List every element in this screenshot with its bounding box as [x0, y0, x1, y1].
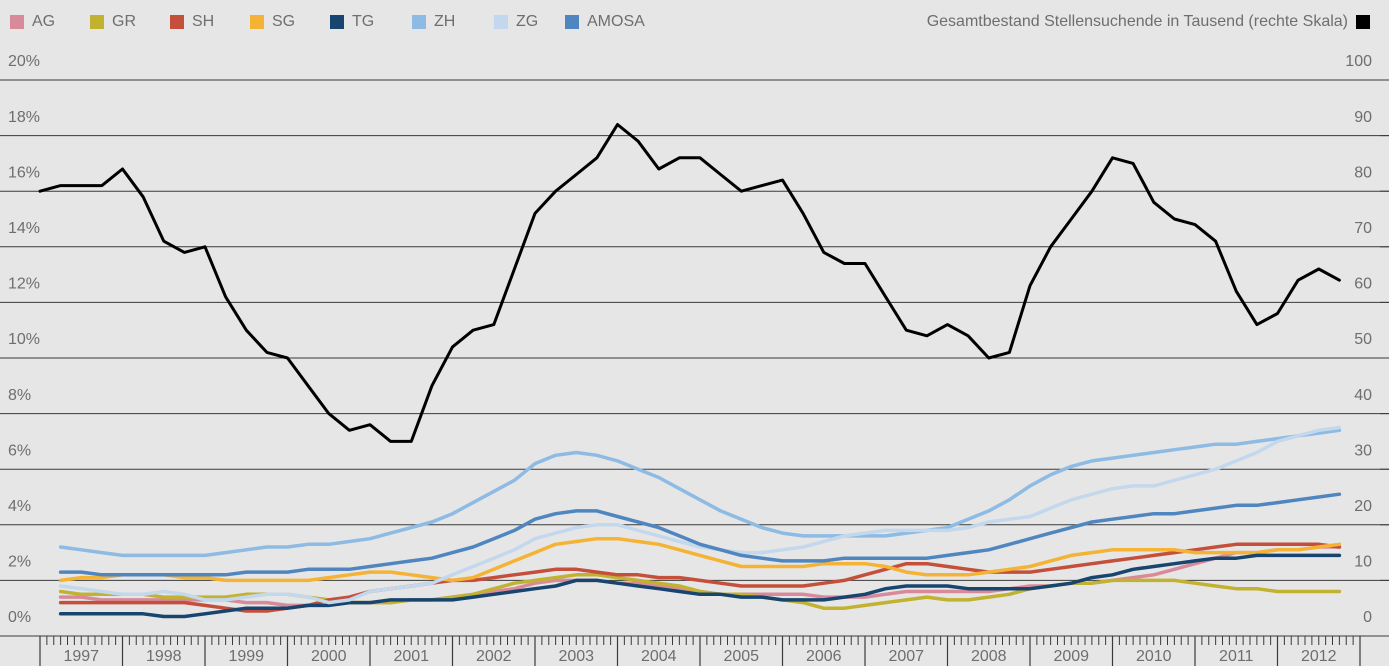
- y2-tick-label: 20: [1354, 498, 1372, 515]
- y-tick-label: 14%: [8, 220, 40, 237]
- x-tick-label: 2012: [1301, 648, 1337, 665]
- y-tick-label: 20%: [8, 53, 40, 70]
- y-tick-label: 12%: [8, 276, 40, 293]
- series-line: [58, 553, 1342, 619]
- legend-swatch: [90, 15, 104, 29]
- x-tick-label: 1997: [63, 648, 99, 665]
- series-line: [58, 428, 1342, 558]
- y2-tick-label: 70: [1354, 220, 1372, 237]
- series-line: [38, 123, 1341, 443]
- y-tick-label: 0%: [8, 609, 31, 626]
- y2-tick-label: 10: [1354, 554, 1372, 571]
- legend-label: Gesamtbestand Stellensuchende in Tausend…: [927, 13, 1348, 30]
- y-tick-label: 8%: [8, 387, 31, 404]
- x-tick-label: 2002: [476, 648, 512, 665]
- legend-label: ZH: [434, 13, 455, 30]
- y-tick-label: 4%: [8, 498, 31, 515]
- y-tick-label: 10%: [8, 331, 40, 348]
- x-tick-label: 1998: [146, 648, 182, 665]
- legend-swatch: [494, 15, 508, 29]
- legend-label: SG: [272, 13, 295, 30]
- x-tick-label: 2001: [393, 648, 429, 665]
- legend-swatch: [565, 15, 579, 29]
- y2-tick-label: 80: [1354, 164, 1372, 181]
- series-line: [58, 542, 1342, 613]
- x-tick-label: 2010: [1136, 648, 1172, 665]
- legend-label: AG: [32, 13, 55, 30]
- legend-label: SH: [192, 13, 214, 30]
- x-tick-label: 2000: [311, 648, 347, 665]
- x-tick-label: 2005: [723, 648, 759, 665]
- y-tick-label: 16%: [8, 164, 40, 181]
- x-tick-label: 1999: [228, 648, 264, 665]
- y2-tick-label: 50: [1354, 331, 1372, 348]
- legend-swatch: [412, 15, 426, 29]
- y2-tick-label: 100: [1345, 53, 1372, 70]
- x-tick-label: 2007: [888, 648, 924, 665]
- series-line: [58, 492, 1342, 577]
- y-tick-label: 2%: [8, 554, 31, 571]
- legend-swatch: [330, 15, 344, 29]
- legend-label: AMOSA: [587, 13, 645, 30]
- series-line: [58, 536, 1342, 583]
- legend-label: TG: [352, 13, 374, 30]
- y2-tick-label: 0: [1363, 609, 1372, 626]
- legend-label: GR: [112, 13, 136, 30]
- y2-tick-label: 30: [1354, 442, 1372, 459]
- x-tick-label: 2009: [1053, 648, 1089, 665]
- y-tick-label: 18%: [8, 109, 40, 126]
- x-tick-label: 2008: [971, 648, 1007, 665]
- legend-swatch: [170, 15, 184, 29]
- y2-tick-label: 60: [1354, 276, 1372, 293]
- legend-swatch: [10, 15, 24, 29]
- y-tick-label: 6%: [8, 442, 31, 459]
- y2-tick-label: 90: [1354, 109, 1372, 126]
- legend-swatch: [250, 15, 264, 29]
- legend-label: ZG: [516, 13, 538, 30]
- y2-tick-label: 40: [1354, 387, 1372, 404]
- x-tick-label: 2004: [641, 648, 677, 665]
- series-line: [58, 425, 1342, 605]
- x-tick-label: 2003: [558, 648, 594, 665]
- x-tick-label: 2006: [806, 648, 842, 665]
- legend-swatch: [1356, 15, 1370, 29]
- x-tick-label: 2011: [1219, 648, 1254, 665]
